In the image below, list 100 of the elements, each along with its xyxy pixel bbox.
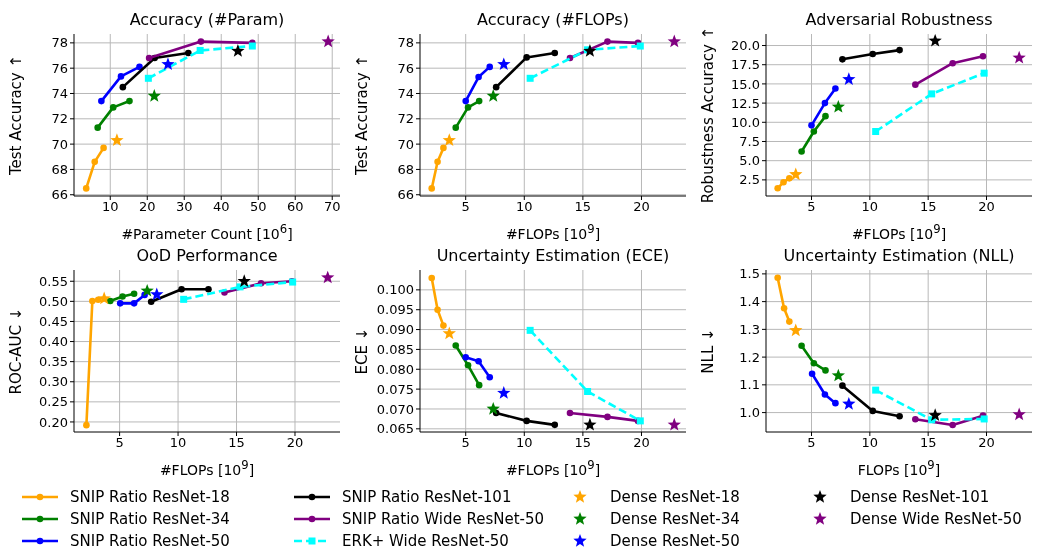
legend-label: Dense ResNet-101 bbox=[850, 488, 990, 506]
y-tick-label: 1.5 bbox=[739, 266, 760, 282]
x-axis-title: #FLOPs [10$^{9}$] bbox=[851, 222, 947, 242]
y-tick-label: 74 bbox=[51, 86, 68, 102]
y-tick-label: 0.085 bbox=[376, 342, 414, 358]
y-tick-label: 1.0 bbox=[739, 405, 760, 421]
x-tick-label: 10 bbox=[861, 199, 879, 215]
legend-label: SNIP Ratio ResNet-101 bbox=[342, 488, 512, 506]
y-tick-label: 1.4 bbox=[739, 294, 760, 310]
y-tick-label: 12.5 bbox=[731, 95, 760, 111]
x-tick-label: 10 bbox=[101, 199, 119, 215]
x-tick-label: 60 bbox=[286, 199, 304, 215]
chart-title: Uncertainty Estimation (NLL) bbox=[782, 246, 1016, 265]
x-tick-label: 5 bbox=[807, 199, 816, 215]
x-tick-label: 40 bbox=[212, 199, 230, 215]
y-tick-label: 17.5 bbox=[731, 57, 760, 73]
y-tick-label: 0.20 bbox=[39, 414, 68, 430]
legend-label: Dense ResNet-34 bbox=[610, 510, 740, 528]
y-tick-label: 66 bbox=[51, 187, 68, 203]
legend-label: SNIP Ratio ResNet-50 bbox=[70, 532, 230, 550]
y-tick-label: 10.0 bbox=[731, 114, 760, 130]
y-tick-label: 0.55 bbox=[39, 273, 68, 289]
y-tick-label: 70 bbox=[397, 136, 414, 152]
y-tick-label: 0.35 bbox=[39, 354, 68, 370]
x-tick-label: 15 bbox=[228, 435, 245, 451]
y-tick-label: 15.0 bbox=[731, 76, 760, 92]
y-axis-title: ROC-AUC ↓ bbox=[7, 307, 25, 395]
x-tick-label: 20 bbox=[633, 199, 650, 215]
chart-title: Accuracy (#Param) bbox=[128, 10, 286, 29]
y-tick-label: 0.090 bbox=[376, 322, 414, 338]
y-tick-label: 72 bbox=[397, 111, 414, 127]
chart-title: OoD Performance bbox=[135, 246, 279, 265]
legend-label: Dense ResNet-18 bbox=[610, 488, 740, 506]
y-axis-title: Test Accuracy ↑ bbox=[353, 54, 371, 176]
chart-title: Uncertainty Estimation (ECE) bbox=[435, 246, 671, 265]
y-tick-label: 78 bbox=[397, 35, 414, 51]
y-tick-label: 1.2 bbox=[739, 349, 760, 365]
y-tick-label: 0.25 bbox=[39, 394, 68, 410]
x-axis-title: #Parameter Count [10$^{6}$] bbox=[121, 222, 293, 242]
x-tick-label: 30 bbox=[175, 199, 193, 215]
x-axis-title: #FLOPs [10$^{9}$] bbox=[159, 458, 255, 478]
y-tick-label: 0.070 bbox=[376, 401, 414, 417]
x-tick-label: 20 bbox=[138, 199, 156, 215]
y-tick-label: 76 bbox=[51, 60, 68, 76]
legend-label: SNIP Ratio ResNet-18 bbox=[70, 488, 230, 506]
y-tick-label: 0.45 bbox=[39, 314, 68, 330]
x-tick-label: 5 bbox=[461, 435, 470, 451]
x-tick-label: 10 bbox=[169, 435, 187, 451]
y-tick-label: 66 bbox=[397, 187, 414, 203]
y-tick-label: 76 bbox=[397, 60, 414, 76]
legend-label: SNIP Ratio ResNet-34 bbox=[70, 510, 230, 528]
x-tick-label: 5 bbox=[807, 435, 816, 451]
x-tick-label: 5 bbox=[461, 199, 470, 215]
x-tick-label: 15 bbox=[574, 199, 592, 215]
y-tick-label: 0.075 bbox=[376, 381, 414, 397]
x-tick-label: 10 bbox=[861, 435, 879, 451]
y-tick-label: 7.5 bbox=[739, 134, 760, 150]
legend-label: ERK+ Wide ResNet-50 bbox=[342, 532, 509, 550]
y-tick-label: 0.50 bbox=[39, 293, 68, 309]
y-axis-title: ECE ↓ bbox=[353, 327, 371, 375]
legend-label: Dense ResNet-50 bbox=[610, 532, 740, 550]
y-tick-label: 68 bbox=[51, 162, 68, 178]
x-tick-label: 5 bbox=[115, 435, 124, 451]
x-tick-label: 70 bbox=[323, 199, 341, 215]
y-tick-label: 1.3 bbox=[739, 321, 760, 337]
y-tick-label: 5.0 bbox=[739, 153, 760, 169]
legend-label: SNIP Ratio Wide ResNet-50 bbox=[342, 510, 545, 528]
y-tick-label: 20.0 bbox=[731, 38, 760, 54]
chart-title: Adversarial Robustness bbox=[804, 10, 994, 29]
chart-title: Accuracy (#FLOPs) bbox=[476, 10, 630, 29]
y-tick-label: 0.080 bbox=[376, 361, 414, 377]
x-tick-label: 15 bbox=[574, 435, 592, 451]
y-tick-label: 70 bbox=[51, 136, 68, 152]
y-tick-label: 68 bbox=[397, 162, 414, 178]
x-tick-label: 10 bbox=[516, 435, 533, 451]
legend-label: Dense Wide ResNet-50 bbox=[850, 510, 1022, 528]
x-tick-label: 20 bbox=[286, 435, 304, 451]
x-tick-label: 20 bbox=[978, 435, 995, 451]
y-tick-label: 0.40 bbox=[39, 334, 68, 350]
x-axis-title: FLOPs [10$^{9}$] bbox=[857, 458, 941, 478]
y-tick-label: 0.100 bbox=[376, 282, 414, 298]
y-tick-label: 2.5 bbox=[739, 172, 760, 188]
x-axis-title: #FLOPs [10$^{9}$] bbox=[505, 458, 601, 478]
x-axis-title: #FLOPs [10$^{9}$] bbox=[505, 222, 601, 242]
y-tick-label: 72 bbox=[51, 111, 68, 127]
y-tick-label: 1.1 bbox=[739, 377, 760, 393]
y-tick-label: 0.095 bbox=[376, 302, 414, 318]
y-tick-label: 0.30 bbox=[39, 374, 68, 390]
y-axis-title: Robustness Accuracy ↑ bbox=[699, 26, 717, 204]
x-tick-label: 20 bbox=[978, 199, 995, 215]
y-tick-label: 74 bbox=[397, 86, 414, 102]
x-tick-label: 15 bbox=[919, 199, 937, 215]
x-tick-label: 15 bbox=[919, 435, 937, 451]
y-axis-title: NLL ↓ bbox=[699, 328, 717, 374]
y-tick-label: 0.065 bbox=[376, 421, 414, 437]
x-tick-label: 10 bbox=[516, 199, 533, 215]
x-tick-label: 50 bbox=[249, 199, 267, 215]
y-axis-title: Test Accuracy ↑ bbox=[7, 54, 25, 176]
x-tick-label: 20 bbox=[633, 435, 650, 451]
y-tick-label: 78 bbox=[51, 35, 68, 51]
